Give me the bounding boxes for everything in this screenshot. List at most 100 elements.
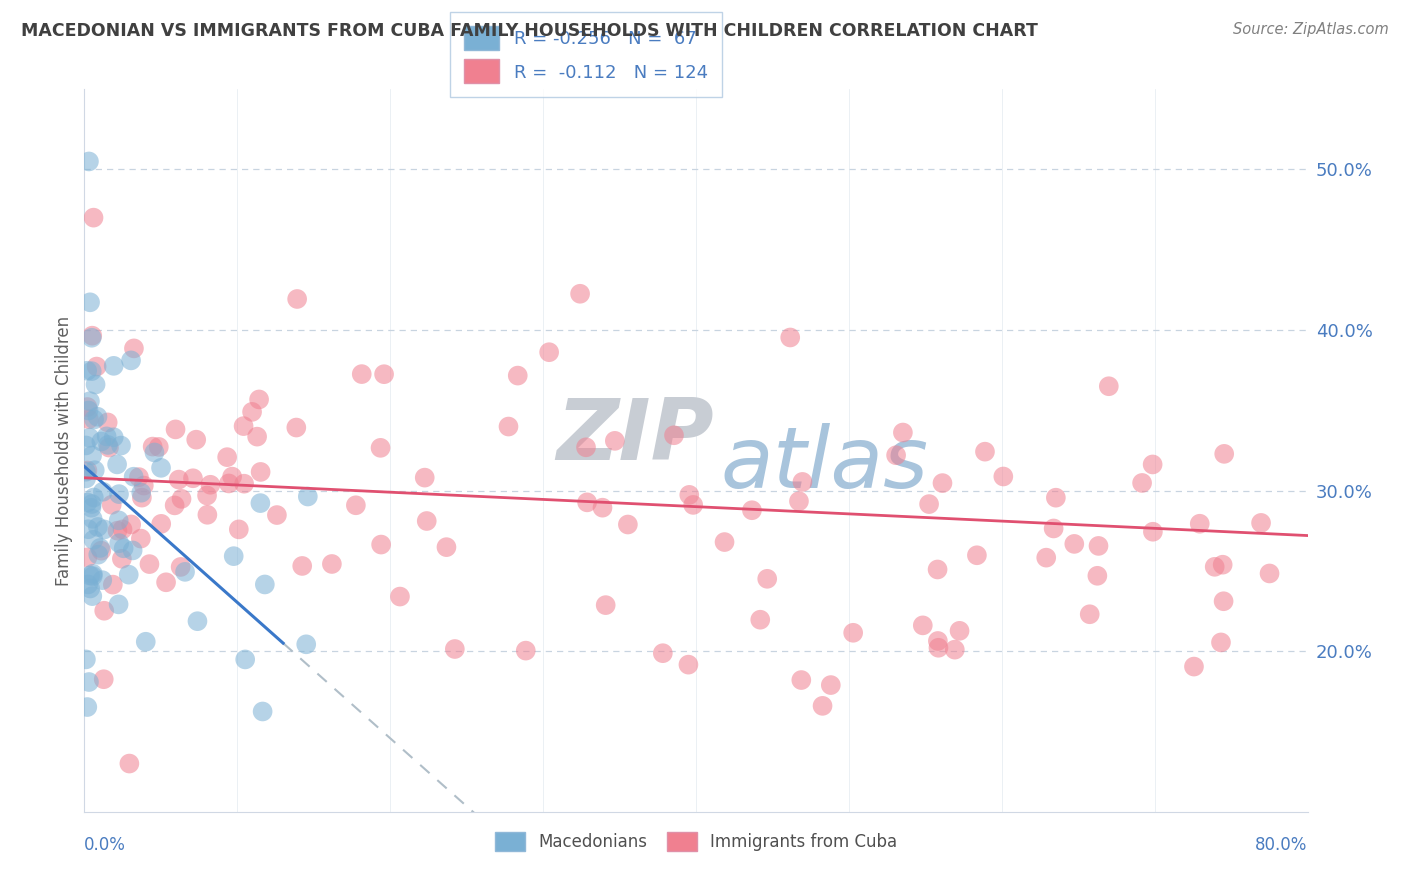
Point <box>233 476 256 491</box>
Point <box>118 567 141 582</box>
Point <box>792 475 814 489</box>
Point <box>77 154 100 169</box>
Point <box>820 678 842 692</box>
Point <box>80 364 103 378</box>
Point <box>891 425 914 440</box>
Point <box>240 405 263 419</box>
Point <box>285 420 308 434</box>
Point <box>96 429 118 443</box>
Point <box>93 672 115 686</box>
Point <box>416 514 439 528</box>
Point <box>181 471 204 485</box>
Point <box>110 438 132 452</box>
Point <box>131 491 153 505</box>
Point <box>86 409 108 424</box>
Point <box>1204 559 1226 574</box>
Point <box>79 295 101 310</box>
Point <box>91 484 114 499</box>
Point <box>107 513 129 527</box>
Point <box>1078 607 1101 622</box>
Point <box>1130 475 1153 490</box>
Point <box>83 412 105 426</box>
Point <box>87 520 110 534</box>
Point <box>169 560 191 574</box>
Point <box>1045 491 1067 505</box>
Point <box>75 438 97 452</box>
Point <box>927 640 949 655</box>
Point <box>350 367 373 381</box>
Point <box>111 523 134 537</box>
Point <box>498 419 520 434</box>
Point <box>112 541 135 556</box>
Text: 80.0%: 80.0% <box>1256 836 1308 854</box>
Point <box>142 440 165 454</box>
Point <box>97 416 120 430</box>
Point <box>80 331 103 345</box>
Point <box>77 675 100 690</box>
Point <box>80 497 103 511</box>
Point <box>77 522 100 536</box>
Point <box>344 498 367 512</box>
Point <box>186 433 208 447</box>
Point <box>228 522 250 536</box>
Point <box>247 392 270 407</box>
Point <box>285 292 308 306</box>
Point <box>811 698 834 713</box>
Point <box>80 449 103 463</box>
Point <box>76 495 98 509</box>
Point <box>576 495 599 509</box>
Point <box>233 652 256 666</box>
Point <box>82 569 104 583</box>
Point <box>927 634 949 648</box>
Point <box>1258 566 1281 581</box>
Point <box>911 618 934 632</box>
Point <box>713 535 735 549</box>
Point <box>1063 537 1085 551</box>
Point <box>1098 379 1121 393</box>
Point <box>118 756 141 771</box>
Point <box>413 470 436 484</box>
Point <box>129 485 152 500</box>
Point <box>1142 458 1164 472</box>
Point <box>90 434 112 449</box>
Point <box>75 652 97 666</box>
Point <box>651 646 673 660</box>
Point <box>678 657 700 672</box>
Point <box>79 582 101 596</box>
Point <box>150 460 173 475</box>
Point <box>253 577 276 591</box>
Point <box>1212 594 1234 608</box>
Text: MACEDONIAN VS IMMIGRANTS FROM CUBA FAMILY HOUSEHOLDS WITH CHILDREN CORRELATION C: MACEDONIAN VS IMMIGRANTS FROM CUBA FAMIL… <box>21 22 1038 40</box>
Point <box>80 500 103 515</box>
Point <box>787 494 810 508</box>
Point <box>163 499 186 513</box>
Point <box>295 637 318 651</box>
Point <box>218 476 240 491</box>
Point <box>129 532 152 546</box>
Point <box>221 469 243 483</box>
Point <box>515 643 537 657</box>
Point <box>100 498 122 512</box>
Point <box>948 624 970 638</box>
Point <box>918 497 941 511</box>
Point <box>249 465 271 479</box>
Point <box>252 705 274 719</box>
Point <box>321 557 343 571</box>
Point <box>749 613 772 627</box>
Point <box>107 598 129 612</box>
Point <box>82 566 104 581</box>
Point <box>370 537 392 551</box>
Point <box>569 286 592 301</box>
Point <box>103 430 125 444</box>
Point <box>195 508 218 522</box>
Point <box>678 488 700 502</box>
Point <box>165 422 187 436</box>
Point <box>966 548 988 562</box>
Point <box>76 550 98 565</box>
Point <box>122 342 145 356</box>
Point <box>89 541 111 555</box>
Point <box>993 469 1015 483</box>
Point <box>76 700 98 714</box>
Point <box>1213 447 1236 461</box>
Point <box>93 523 115 537</box>
